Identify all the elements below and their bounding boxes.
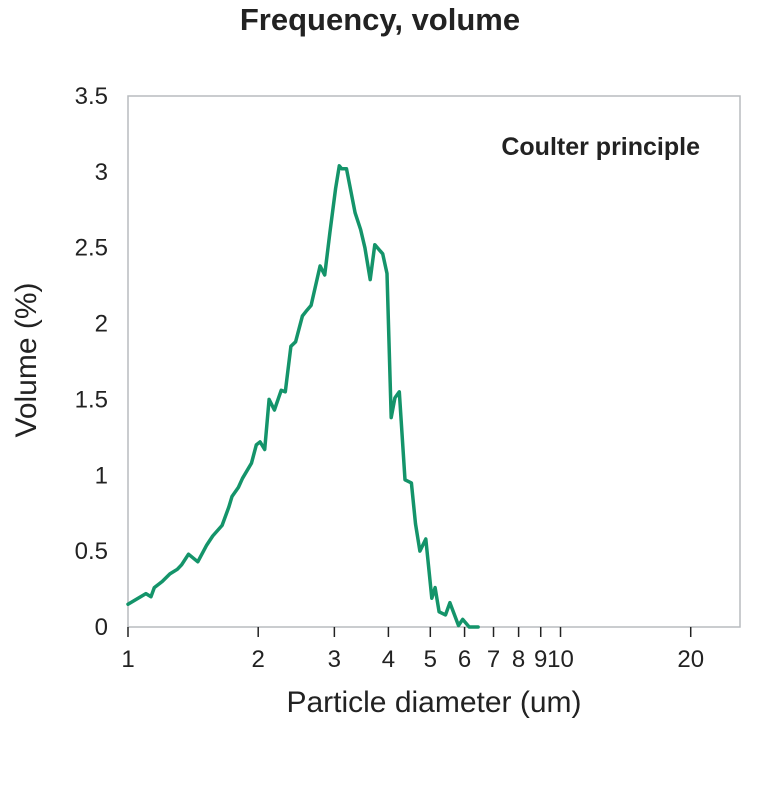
chart-annotation: Coulter principle	[501, 133, 700, 161]
y-tick-label: 0	[95, 614, 108, 641]
y-tick-label: 1	[95, 462, 108, 489]
y-tick-label: 3	[95, 159, 108, 186]
x-tick-label: 6	[458, 646, 471, 673]
x-tick-label: 5	[424, 646, 437, 673]
plot-frame	[127, 95, 741, 628]
x-axis: 1 2 3 4 5 6 7 8 9 10 20	[121, 627, 704, 673]
series-layer	[126, 164, 480, 629]
x-tick-label: 4	[382, 646, 395, 673]
y-tick-label: 2	[95, 311, 108, 338]
x-tick-label: 9	[534, 646, 547, 673]
x-tick-label: 2	[252, 646, 265, 673]
x-axis-label: Particle diameter (um)	[286, 686, 581, 719]
y-axis-label: Volume (%)	[10, 282, 43, 437]
y-axis: 0 0.5 1 1.5 2 2.5 3 3.5	[75, 83, 108, 641]
x-tick-label: 7	[487, 646, 500, 673]
y-tick-label: 3.5	[75, 83, 108, 110]
x-tick-label: 3	[328, 646, 341, 673]
x-tick-label: 10	[547, 646, 574, 673]
x-tick-label: 8	[512, 646, 525, 673]
chart-title: Frequency, volume	[239, 2, 521, 37]
series-line	[126, 164, 480, 629]
y-tick-label: 1.5	[75, 386, 108, 413]
y-tick-label: 2.5	[75, 235, 108, 262]
x-tick-label: 1	[121, 646, 134, 673]
y-tick-label: 0.5	[75, 538, 108, 565]
x-tick-label: 20	[677, 646, 704, 673]
